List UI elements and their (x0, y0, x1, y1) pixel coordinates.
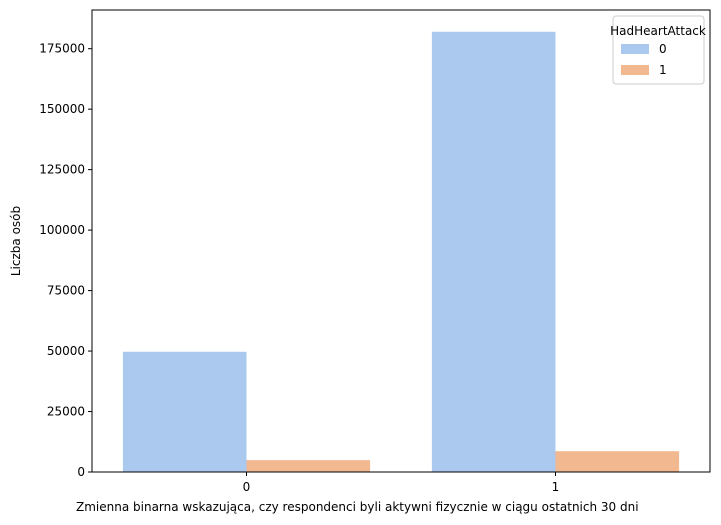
bar-cat1-series1 (555, 451, 680, 472)
y-tick-label: 175000 (39, 42, 85, 56)
y-axis-ticks: 0 25000 50000 75000 100000 125000 150000 175000 (39, 42, 92, 479)
legend-swatch-0 (621, 44, 649, 54)
bar-cat0-series1 (246, 460, 371, 472)
bar-cat0-series0 (122, 351, 247, 472)
legend-swatch-1 (621, 65, 649, 75)
bars-group (122, 31, 680, 473)
y-tick-label: 25000 (47, 405, 85, 419)
y-tick-label: 100000 (39, 223, 85, 237)
x-tick-label: 1 (552, 480, 560, 494)
legend-label-1: 1 (659, 63, 667, 77)
y-axis-label: Liczba osób (9, 206, 23, 276)
y-tick-label: 75000 (47, 284, 85, 298)
y-tick-label: 125000 (39, 163, 85, 177)
plot-frame (91, 9, 711, 473)
y-tick-label: 150000 (39, 102, 85, 116)
legend: HadHeartAttack 0 1 (610, 15, 706, 85)
legend-title: HadHeartAttack (610, 24, 706, 38)
bar-cat1-series0 (431, 31, 556, 473)
x-axis-label: Zmienna binarna wskazująca, czy responde… (76, 500, 639, 514)
y-tick-label: 50000 (47, 344, 85, 358)
y-tick-label: 0 (77, 465, 85, 479)
legend-label-0: 0 (659, 42, 667, 56)
x-tick-label: 0 (243, 480, 251, 494)
